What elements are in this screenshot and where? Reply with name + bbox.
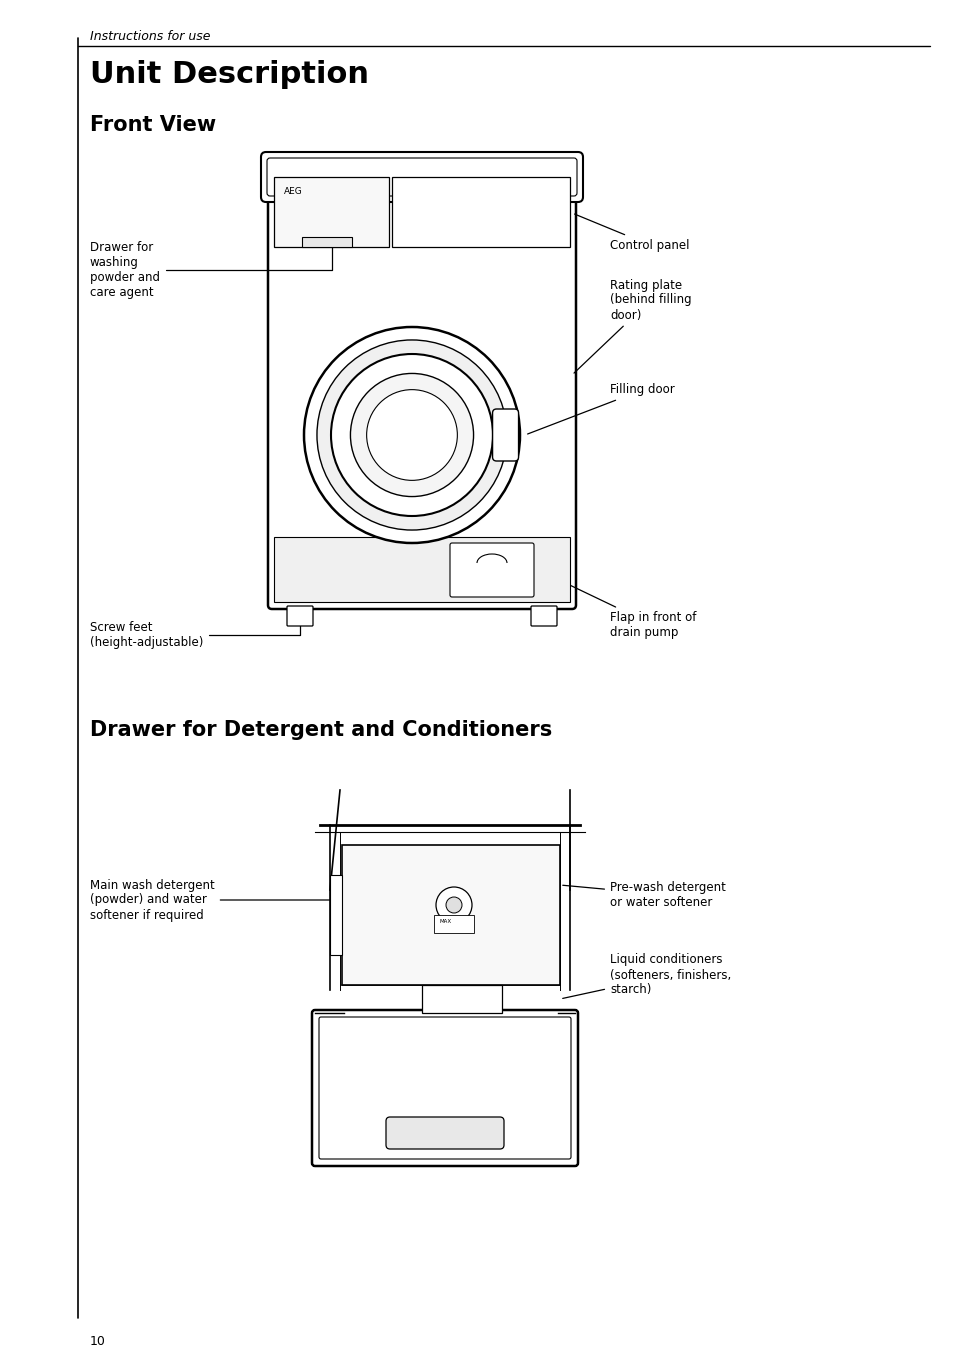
FancyBboxPatch shape <box>531 606 557 626</box>
FancyBboxPatch shape <box>267 158 577 196</box>
Bar <box>421 986 501 1013</box>
Bar <box>434 915 474 933</box>
Text: Main wash detergent
(powder) and water
softener if required: Main wash detergent (powder) and water s… <box>90 879 379 922</box>
Bar <box>274 177 389 247</box>
FancyBboxPatch shape <box>312 1010 578 1165</box>
FancyBboxPatch shape <box>450 544 534 598</box>
Text: Drawer for Detergent and Conditioners: Drawer for Detergent and Conditioners <box>90 721 552 740</box>
Bar <box>330 875 341 955</box>
Circle shape <box>446 896 461 913</box>
Text: Drawer for
washing
powder and
care agent: Drawer for washing powder and care agent <box>90 216 332 299</box>
FancyBboxPatch shape <box>386 1117 503 1149</box>
FancyBboxPatch shape <box>287 606 313 626</box>
Text: Instructions for use: Instructions for use <box>90 30 211 43</box>
Bar <box>274 537 569 602</box>
Text: Flap in front of
drain pump: Flap in front of drain pump <box>534 568 696 639</box>
Bar <box>302 237 352 247</box>
Text: Liquid conditioners
(softeners, finishers,
starch): Liquid conditioners (softeners, finisher… <box>562 953 731 998</box>
Text: MAX: MAX <box>439 919 452 923</box>
Circle shape <box>350 373 473 496</box>
Circle shape <box>331 354 493 516</box>
Circle shape <box>366 389 456 480</box>
FancyBboxPatch shape <box>268 170 576 608</box>
Text: 10: 10 <box>90 1334 106 1348</box>
Text: Pre-wash detergent
or water softener: Pre-wash detergent or water softener <box>562 882 725 909</box>
Text: Front View: Front View <box>90 115 216 135</box>
Bar <box>392 177 569 247</box>
FancyBboxPatch shape <box>261 151 582 201</box>
FancyBboxPatch shape <box>492 410 518 461</box>
Bar <box>341 845 559 986</box>
Text: Control panel: Control panel <box>574 214 689 251</box>
Text: Rating plate
(behind filling
door): Rating plate (behind filling door) <box>574 279 691 373</box>
Text: Filling door: Filling door <box>527 384 674 434</box>
Circle shape <box>316 339 506 530</box>
Circle shape <box>304 327 519 544</box>
Circle shape <box>436 887 472 923</box>
FancyBboxPatch shape <box>318 1017 571 1159</box>
Text: AEG: AEG <box>284 187 302 196</box>
Text: Unit Description: Unit Description <box>90 59 369 89</box>
Text: Screw feet
(height-adjustable): Screw feet (height-adjustable) <box>90 618 299 649</box>
